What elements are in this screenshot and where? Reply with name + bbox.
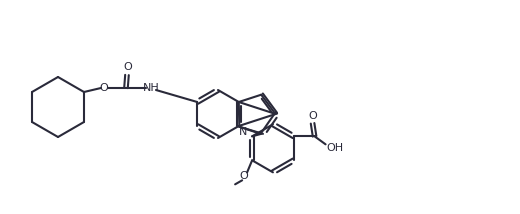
Text: NH: NH — [142, 83, 159, 93]
Text: OH: OH — [326, 143, 343, 153]
Text: O: O — [240, 171, 249, 181]
Text: N: N — [239, 127, 248, 137]
Text: O: O — [100, 83, 108, 93]
Text: O: O — [308, 111, 317, 121]
Text: O: O — [124, 62, 133, 72]
